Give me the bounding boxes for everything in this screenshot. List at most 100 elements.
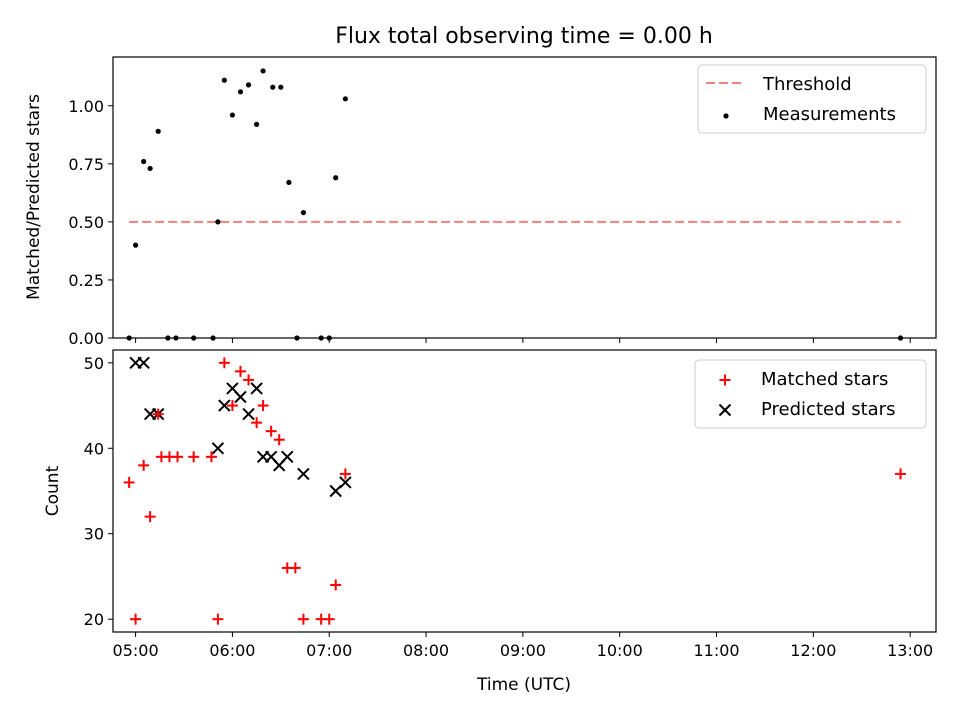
measurement-point [278, 84, 284, 90]
bottom-legend: Matched stars Predicted stars [694, 359, 927, 429]
cross-stroke [218, 399, 231, 412]
matched-star-point [205, 451, 217, 463]
cross-stroke [234, 390, 247, 404]
measurement-point [165, 335, 171, 341]
cross-stroke [137, 356, 150, 370]
bottom-x-tick-label: 05:00 [113, 641, 159, 660]
measurement-point [260, 68, 266, 74]
measurement-point [221, 77, 227, 83]
top-y-tick-label: 0.25 [68, 271, 104, 290]
matched-star-point [251, 417, 263, 429]
matched-star-point [138, 459, 150, 471]
matched-star-point [144, 511, 156, 523]
matched-star-point [894, 468, 906, 480]
predicted-star-point [281, 450, 294, 464]
bottom-y-axis-label: Count [43, 465, 63, 516]
measurement-point [237, 89, 244, 95]
measurement-point [333, 175, 339, 181]
matched-star-point [212, 613, 224, 625]
legend-threshold-label: Threshold [762, 74, 852, 95]
cross-stroke [297, 467, 310, 481]
measurement-point [173, 335, 179, 341]
legend-measurements-swatch [723, 113, 729, 119]
legend-predicted-marker-shape [718, 403, 732, 417]
measurement-point [245, 82, 252, 88]
predicted-star-point [137, 356, 150, 370]
cross-stroke [211, 442, 225, 455]
matched-star-point [243, 374, 255, 386]
matched-star-point [257, 400, 269, 412]
measurement-point [132, 242, 139, 248]
legend-matched-marker-shape [719, 374, 731, 386]
matched-star-point [226, 400, 238, 412]
bottom-axis-ticks: 20 30 40 50 05:00 06:00 07:00 08:00 09:00 10:00 11… [84, 354, 934, 660]
matched-star-point [323, 613, 335, 625]
top-legend-box [697, 64, 927, 134]
cross-stroke [339, 476, 352, 489]
top-y-tick-label: 0.75 [68, 155, 104, 174]
measurement-point [147, 165, 153, 172]
top-y-tick-label: 0.50 [68, 213, 104, 232]
measurement-point [126, 335, 132, 341]
top-y-tick-label: 0.00 [68, 329, 104, 348]
top-legend: Threshold Measurements [697, 64, 927, 134]
measurement-point [270, 84, 276, 90]
measurement-point [897, 335, 904, 341]
bottom-y-tick-label: 30 [84, 525, 104, 544]
legend-measurements-label: Measurements [763, 104, 896, 125]
measurement-point [229, 112, 236, 118]
bottom-y-tick-label: 40 [84, 439, 104, 458]
bottom-plot-frame [112, 349, 937, 633]
predicted-star-point [218, 399, 231, 412]
predicted-star-point [242, 407, 255, 421]
matched-star-point [172, 451, 184, 463]
bottom-panel: 20 30 40 50 05:00 06:00 07:00 08:00 09:00 10:00 11… [43, 349, 937, 695]
matched-stars-points [123, 357, 906, 625]
top-y-tick-label: 1.00 [68, 97, 104, 116]
measurement-point [318, 335, 324, 341]
matched-star-point [152, 408, 164, 420]
measurement-point [210, 335, 216, 341]
legend-predicted-label: Predicted stars [761, 399, 895, 420]
cross-stroke [264, 450, 278, 464]
matched-star-point [123, 476, 135, 488]
top-chart-title: Flux total observing time = 0.00 h [335, 24, 713, 49]
legend-predicted-swatch [718, 403, 732, 417]
bottom-x-tick-label: 13:00 [887, 641, 933, 660]
bottom-x-tick-label: 11:00 [693, 641, 739, 660]
bottom-x-tick-label: 06:00 [209, 641, 255, 660]
measurement-point [286, 179, 292, 186]
bottom-x-tick-label: 07:00 [306, 641, 352, 660]
predicted-star-point [234, 390, 247, 404]
top-y-axis-label: Matched/Predicted stars [24, 94, 44, 300]
measurement-point [254, 121, 260, 127]
predicted-star-point [297, 467, 310, 481]
bottom-x-tick-label: 08:00 [403, 641, 449, 660]
matched-star-point [265, 425, 277, 437]
matched-star-point [297, 613, 309, 625]
bottom-legend-box [694, 359, 927, 429]
bottom-x-axis-label: Time (UTC) [476, 675, 571, 695]
matched-star-point [339, 468, 351, 480]
matched-star-point [234, 365, 246, 377]
bottom-x-tick-label: 10:00 [597, 641, 643, 660]
predicted-star-point [339, 476, 352, 489]
bottom-x-tick-label: 12:00 [790, 641, 836, 660]
cross-stroke [281, 450, 294, 464]
measurement-point [191, 335, 197, 341]
bottom-x-tick-label: 09:00 [500, 641, 546, 660]
predicted-star-point [211, 442, 225, 455]
cross-stroke [250, 382, 263, 395]
matched-star-point [218, 357, 230, 369]
measurement-point [342, 96, 348, 102]
measurement-points [126, 68, 904, 341]
cross-stroke [226, 382, 239, 395]
measurement-point [141, 158, 147, 165]
measurement-point [294, 335, 300, 341]
top-plot-frame [112, 56, 937, 339]
measurement-point [215, 219, 221, 225]
measurement-point [326, 335, 332, 341]
matched-star-point [188, 451, 200, 463]
bottom-y-tick-label: 20 [84, 610, 104, 629]
